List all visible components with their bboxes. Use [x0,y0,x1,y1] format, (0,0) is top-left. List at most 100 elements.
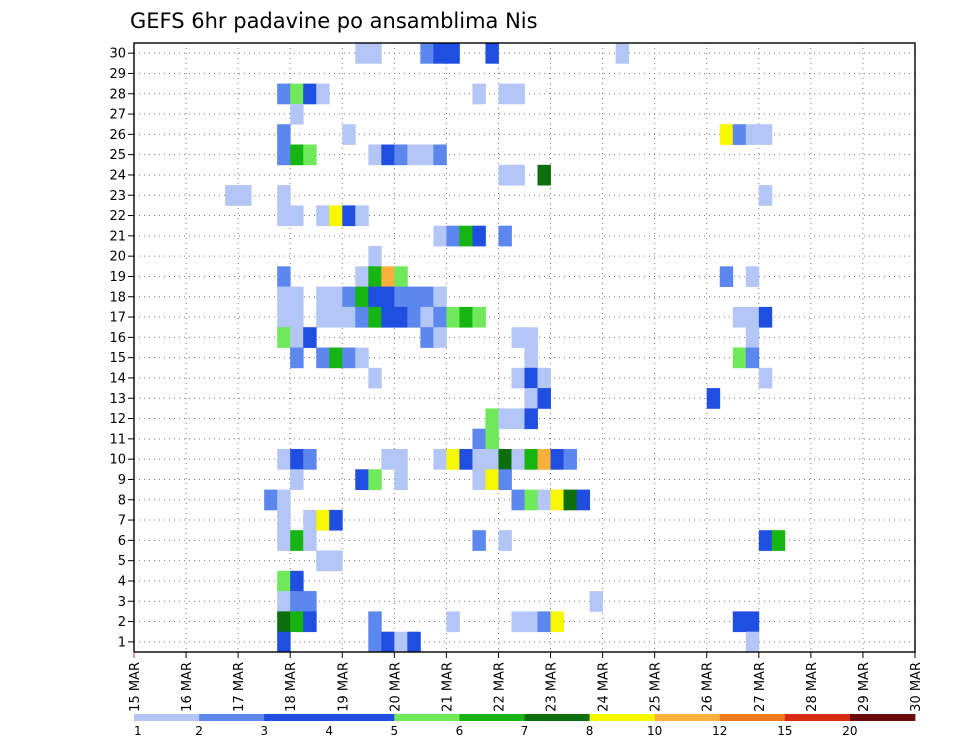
x-tick-label: 21 MAR [440,662,455,712]
precip-cell [433,286,447,308]
precip-cell [524,388,538,409]
precip-cell [472,83,486,105]
precip-cell [420,286,434,308]
precip-cell [498,164,512,186]
precip-cell [290,205,304,227]
y-tick-label: 25 [109,148,126,163]
y-tick-label: 21 [109,229,126,244]
y-tick-label: 6 [118,534,126,549]
precip-cell [576,489,590,511]
precip-cell [355,266,369,287]
precip-cell [615,43,630,64]
y-tick-label: 2 [118,615,126,630]
colorbar-swatch [719,714,786,721]
precip-cell [355,306,369,328]
precip-cell [433,225,447,247]
x-axis: 15 MAR 16 MAR 17 MAR 18 MAR 19 MAR 20 MAR 21 M… [128,652,924,712]
colorbar-swatch [394,714,460,721]
precip-cell [277,185,291,206]
precip-cell [329,205,343,227]
precip-cell [589,591,603,612]
y-tick-label: 11 [109,432,126,447]
precip-cell [394,449,408,470]
precip-cell [368,286,382,308]
precip-cell [329,286,343,308]
precip-cell [537,367,551,389]
colorbar-swatch [459,714,525,721]
precip-cell [277,266,291,287]
precip-cell [524,489,538,511]
precip-cell [485,428,499,450]
precip-cell [290,347,304,369]
x-tick-label: 24 MAR [597,662,612,712]
precip-cell [290,327,304,348]
precip-cell [732,124,747,145]
precip-cell [511,611,525,633]
y-tick-label: 13 [109,392,126,407]
colorbar-label: 12 [712,724,727,738]
precip-cell [290,530,304,551]
x-tick-label: 18 MAR [284,662,299,712]
precip-cell [550,611,564,633]
precip-cell [368,631,382,653]
colorbar-swatch [784,714,851,721]
precip-cell [290,469,304,490]
precip-cell [459,225,473,247]
precip-cell [485,469,499,490]
precip-cell [511,367,525,389]
x-tick-label: 20 MAR [388,662,403,712]
colorbar-swatch [264,714,330,721]
y-tick-label: 22 [109,209,126,224]
precip-cell [472,530,486,551]
precip-cell [316,347,330,369]
precip-cell [342,286,356,308]
precip-cell [745,327,760,348]
precip-cell [511,164,525,186]
precip-cell [368,367,382,389]
precip-cell [303,83,317,105]
precip-cell [550,489,564,511]
colorbar-swatch [589,714,656,721]
y-tick-label: 24 [109,168,126,183]
precip-cell [277,611,291,633]
precip-cell [290,611,304,633]
precip-cell [277,327,291,348]
precip-cell [472,225,486,247]
precip-cell [355,43,369,64]
precip-cell [303,591,317,612]
colorbar-label: 10 [647,724,662,738]
precip-cell [511,489,525,511]
precip-cell [472,449,486,470]
precip-cell [758,306,773,328]
x-tick-label: 30 MAR [909,662,924,712]
colorbar-swatch [524,714,590,721]
precip-cell [342,124,356,145]
precip-cell [459,449,473,470]
precip-cell [745,266,760,287]
y-tick-label: 18 [109,290,126,305]
precip-cell [277,306,291,328]
precip-cell [433,327,447,348]
precip-cell [407,306,421,328]
colorbar-swatch [654,714,721,721]
precip-cell [524,347,538,369]
precip-cell [381,631,395,653]
colorbar-label: 7 [521,724,529,738]
precip-cell [537,449,551,470]
y-tick-label: 12 [109,412,126,427]
precip-cell [303,144,317,166]
precip-cell [381,306,395,328]
precip-cell [732,306,747,328]
precip-cell [277,570,291,592]
chart-title: GEFS 6hr padavine po ansamblima Nis [130,9,538,33]
precip-cell [511,449,525,470]
precip-cell [537,388,551,409]
precip-cell [537,164,551,186]
precip-cell [524,449,538,470]
precip-cell [433,306,447,328]
precip-cell [277,83,291,105]
precip-cell [511,327,525,348]
y-tick-label: 30 [109,47,126,62]
precip-cell [303,327,317,348]
precip-cell [316,306,330,328]
